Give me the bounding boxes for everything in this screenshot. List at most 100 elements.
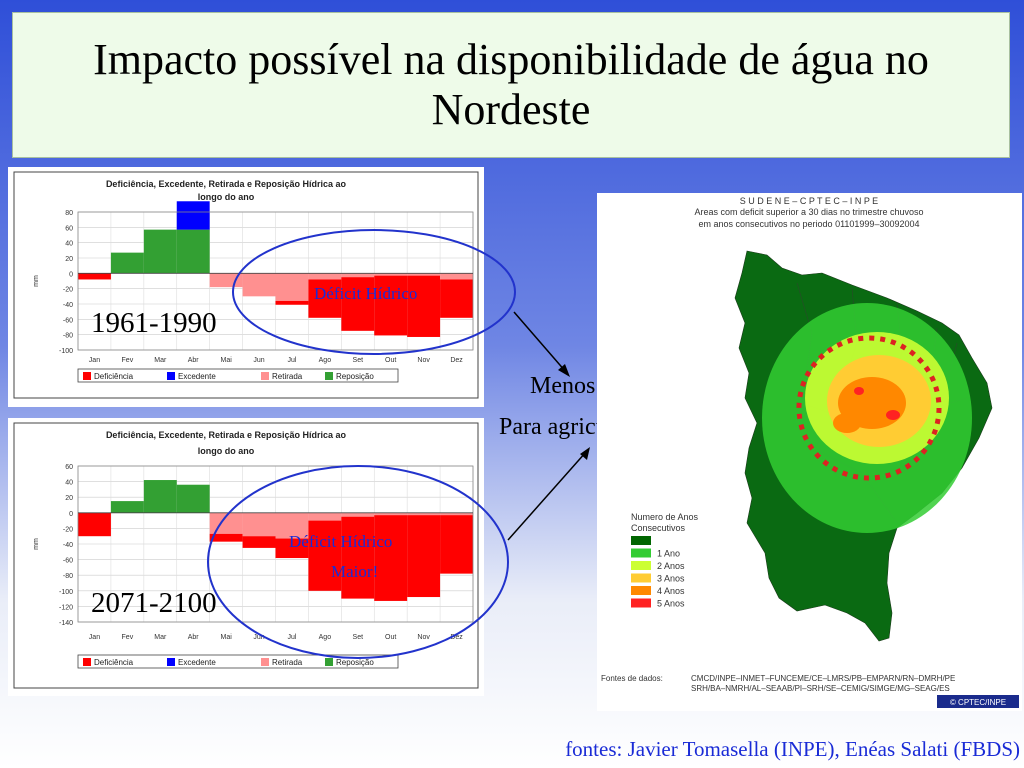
bar-deficiência	[440, 515, 473, 574]
legend-label: Excedente	[178, 658, 216, 667]
x-tick-label: Ago	[319, 357, 332, 364]
deficit-label-bottom-2: Maior!	[331, 562, 379, 581]
legend-label: Deficiência	[94, 372, 134, 381]
y-tick-label: 40	[65, 480, 73, 487]
bar-deficiência	[78, 273, 111, 280]
y-tick-label: -80	[63, 573, 73, 580]
legend-title-1: Numero de Anos	[631, 512, 699, 522]
y-tick-label: -40	[63, 542, 73, 549]
map-legend-swatch	[631, 548, 651, 558]
y-tick-label: -100	[59, 348, 73, 355]
map-legend-label: 4 Anos	[657, 586, 685, 596]
bar-retirada	[308, 512, 342, 521]
legend-swatch	[261, 658, 269, 666]
bar-retirada	[209, 273, 243, 288]
x-tick-label: Jan	[89, 634, 100, 641]
x-tick-label: Jul	[287, 357, 296, 364]
y-tick-label: 0	[69, 511, 73, 518]
y-tick-label: -40	[63, 302, 73, 309]
map-legend-swatch	[631, 586, 651, 595]
map-legend-label: 3 Anos	[657, 574, 685, 584]
bar-deficiência	[341, 516, 375, 599]
bar-retirada	[341, 273, 375, 278]
map-legend-swatch	[631, 561, 651, 570]
y-tick-label: 60	[65, 464, 73, 471]
bar-retirada	[341, 512, 375, 517]
cptec-credit: © CPTEC/INPE	[950, 698, 1006, 707]
x-tick-label: Fev	[122, 357, 134, 364]
y-tick-label: 80	[65, 210, 73, 217]
map-header-1: S U D E N E – C P T E C – I N P E	[740, 196, 878, 206]
water-balance-chart-2071-2100: Deficiência, Excedente, Retirada e Repos…	[13, 422, 479, 689]
deficit-label-top: Déficit Hídrico	[314, 284, 418, 303]
map-legend: 1 Ano 2 Anos 3 Anos 4 Anos 5 Anos	[631, 536, 685, 609]
bar-reposição	[176, 229, 210, 274]
x-tick-label: Jul	[287, 634, 296, 641]
bar-deficiência	[242, 536, 276, 548]
x-tick-label: Out	[385, 357, 396, 364]
x-tick-label: Dez	[450, 357, 463, 364]
bar-reposição	[176, 484, 210, 513]
bar-reposição	[143, 480, 177, 513]
legend-swatch	[261, 372, 269, 380]
map-header-2: Areas com deficit superior a 30 dias no …	[694, 207, 923, 217]
map-legend-label: 1 Ano	[657, 549, 680, 559]
x-tick-label: Nov	[417, 357, 430, 364]
bar-retirada	[440, 273, 473, 280]
arrow-bottom-head	[580, 447, 590, 460]
period-label-bottom: 2071-2100	[91, 587, 217, 619]
map-legend-label: 5 Anos	[657, 599, 685, 609]
bar-deficiência	[275, 300, 309, 305]
bar-excedente	[176, 201, 210, 230]
bar-reposição	[110, 252, 144, 274]
x-tick-label: Abr	[188, 634, 200, 641]
y-axis-label: mm	[33, 275, 40, 287]
y-tick-label: 60	[65, 225, 73, 232]
x-tick-label: Mar	[154, 634, 167, 641]
legend-label: Reposição	[336, 372, 374, 381]
y-tick-label: 0	[69, 271, 73, 278]
legend-swatch	[167, 658, 175, 666]
slide-title-box: Impacto possível na disponibilidade de á…	[12, 12, 1010, 158]
bar-retirada	[242, 273, 276, 297]
y-tick-label: -60	[63, 317, 73, 324]
legend-label: Excedente	[178, 372, 216, 381]
legend-swatch	[167, 372, 175, 380]
red-spot	[886, 410, 900, 420]
map-source-line-1: CMCD/INPE–INMET–FUNCEME/CE–LMRS/PB–EMPAR…	[691, 674, 955, 683]
x-tick-label: Jun	[253, 357, 264, 364]
arrow-top	[513, 311, 567, 373]
chart-title-line-2: longo do ano	[198, 446, 255, 456]
slide-title: Impacto possível na disponibilidade de á…	[93, 35, 929, 134]
bar-reposição	[110, 501, 144, 513]
y-tick-label: 20	[65, 495, 73, 502]
y-tick-label: -120	[59, 604, 73, 611]
drought-highlight-circle	[796, 335, 942, 481]
bar-retirada	[209, 512, 243, 534]
x-tick-label: Set	[353, 357, 364, 364]
y-axis-label: mm	[33, 538, 40, 550]
map-legend-label: 2 Anos	[657, 561, 685, 571]
x-tick-label: Set	[353, 634, 364, 641]
bar-deficiência	[78, 512, 111, 537]
bar-deficiência	[209, 533, 243, 542]
arrow-bottom	[507, 451, 587, 541]
y-tick-label: -100	[59, 589, 73, 596]
bar-retirada	[308, 273, 342, 280]
chart-panel-bottom: Deficiência, Excedente, Retirada e Repos…	[8, 418, 484, 696]
map-source-line-2: SRH/BA–NMRH/AL–SEAAB/PI–SRH/SE–CEMIG/SIM…	[691, 684, 950, 693]
y-tick-label: -60	[63, 558, 73, 565]
x-tick-label: Mai	[220, 357, 232, 364]
y-tick-label: 40	[65, 241, 73, 248]
deficit-label-bottom-1: Déficit Hídrico	[289, 532, 393, 551]
map-legend-swatch	[631, 598, 651, 608]
map-legend-swatch	[631, 536, 651, 545]
legend-swatch	[83, 658, 91, 666]
legend-label: Reposição	[336, 658, 374, 667]
bar-retirada	[242, 512, 276, 537]
x-tick-label: Mai	[220, 634, 232, 641]
drought-map-panel: S U D E N E – C P T E C – I N P E Areas …	[597, 193, 1022, 711]
legend-label: Retirada	[272, 372, 303, 381]
legend-label: Deficiência	[94, 658, 134, 667]
chart-title-line-1: Deficiência, Excedente, Retirada e Repos…	[106, 179, 347, 189]
